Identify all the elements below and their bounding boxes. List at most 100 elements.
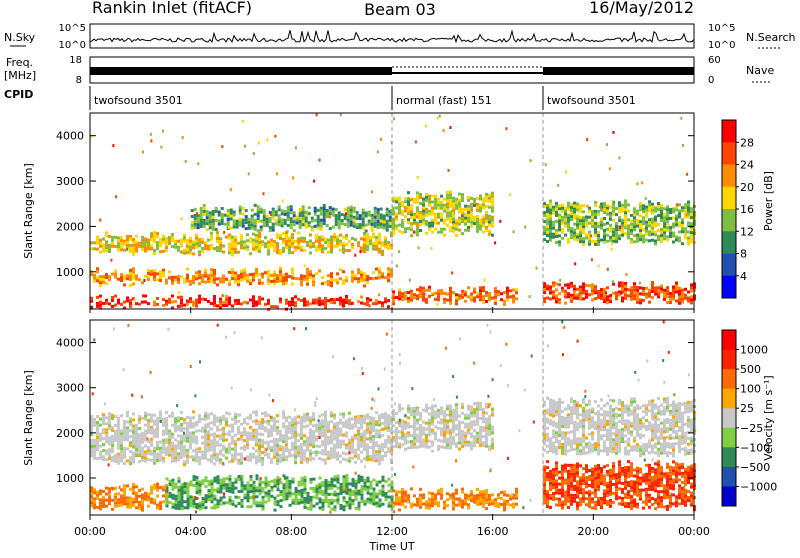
heat-cell [452,499,455,502]
heat-cell [375,456,378,459]
heat-cell [561,287,564,290]
heat-cell [354,425,357,428]
heat-cell [213,417,216,420]
heat-cell [261,297,264,300]
heat-cell [291,233,294,236]
heat-cell [252,304,255,307]
heat-cell [449,196,452,199]
heat-cell [206,210,209,213]
heat-cell [174,429,177,432]
heat-cell [114,502,117,505]
heat-cell [594,228,597,231]
heat-cell [431,411,434,414]
heat-cell [301,498,304,501]
heat-cell [458,436,461,439]
heat-cell [301,495,304,498]
heat-cell [165,453,168,456]
heat-cell [675,239,678,242]
heat-cell [298,493,301,496]
heat-cell [588,207,591,210]
heat-cell [482,502,485,505]
heat-cell [446,200,449,203]
heat-cell [199,481,202,484]
heat-cell [267,253,270,256]
heat-cell [221,222,224,225]
heat-cell [443,198,446,201]
heat-cell [186,461,189,464]
heat-cell [392,415,395,418]
heat-cell [582,225,585,228]
heat-cell [178,492,181,495]
heat-cell [186,422,189,425]
heat-cell [378,270,381,273]
heat-cell [464,496,467,499]
heat-cell [515,288,518,291]
heat-cell [187,491,190,494]
heat-cell [212,219,215,222]
heat-cell [174,459,177,462]
heat-cell [309,270,312,273]
heat-cell [594,204,597,207]
heat-cell [108,235,111,238]
heat-cell [171,412,174,415]
heat-cell [239,218,242,221]
heat-cell [591,286,594,289]
heat-cell [255,422,258,425]
y-tick-label: 1000 [56,266,84,279]
heat-cell [282,413,285,416]
heat-cell [681,230,684,233]
heat-cell [419,289,422,292]
heat-cell [197,217,200,220]
heat-cell [207,446,210,449]
heat-cell [422,493,425,496]
heat-cell [485,439,488,442]
heat-cell [603,208,606,211]
heat-cell [249,252,252,255]
heat-cell [404,197,407,200]
heat-cell [147,269,150,272]
heat-cell [401,298,404,301]
heat-cell [162,298,165,301]
heat-cell [189,417,192,420]
heat-cell [207,277,210,280]
heat-cell [242,207,245,210]
heat-cell [239,209,242,212]
heat-cell [253,487,256,490]
heat-cell [331,487,334,490]
heat-cell [237,420,240,423]
heat-cell [374,213,377,216]
heat-cell [380,217,383,220]
heat-scatter [611,242,613,245]
heat-cell [573,235,576,238]
heat-cell [404,448,407,451]
heat-cell [138,501,141,504]
heat-cell [252,279,255,282]
heat-cell [309,440,312,443]
heat-cell [681,242,684,245]
heat-cell [231,448,234,451]
heat-cell [165,411,168,414]
heat-cell [186,245,189,248]
heat-cell [488,424,491,427]
heat-cell [431,420,434,423]
heat-cell [213,438,216,441]
heat-cell [458,199,461,202]
heat-cell [464,435,467,438]
heat-cell [564,293,567,296]
heat-scatter [299,217,301,220]
heat-cell [217,490,220,493]
heat-cell [268,499,271,502]
heat-cell [219,237,222,240]
heat-cell [606,210,609,213]
heat-cell [273,277,276,280]
heat-cell [378,273,381,276]
heat-cell [404,494,407,497]
heat-cell [306,419,309,422]
heat-cell [479,207,482,210]
heat-cell [425,232,428,235]
heat-cell [276,274,279,277]
heat-cell [461,199,464,202]
heat-cell [491,441,494,444]
heat-cell [636,295,639,298]
